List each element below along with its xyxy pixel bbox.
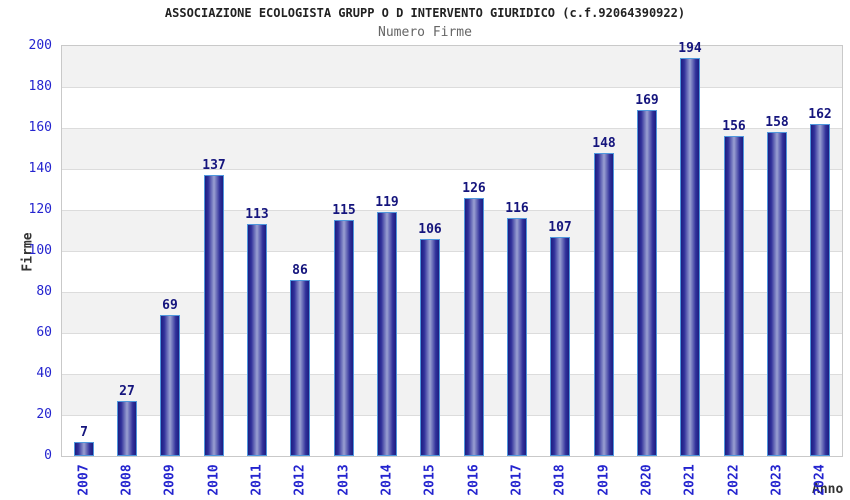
x-tick-label: 2022 — [726, 464, 742, 496]
bar-2017 — [507, 218, 527, 456]
bar-2013 — [334, 220, 354, 456]
bar-value-label: 115 — [332, 203, 356, 218]
gridline — [62, 374, 842, 375]
bar-2016 — [464, 198, 484, 456]
x-tick-label: 2009 — [162, 464, 178, 496]
y-tick-label: 140 — [28, 161, 52, 176]
bar-2023 — [767, 132, 787, 456]
plot-band — [62, 87, 842, 128]
y-tick-label: 20 — [36, 407, 52, 422]
x-axis-title: Anno — [812, 482, 844, 497]
plot-band — [62, 333, 842, 374]
y-tick-label: 120 — [28, 202, 52, 217]
gridline — [62, 292, 842, 293]
x-tick-label: 2023 — [769, 464, 785, 496]
bar-2020 — [637, 110, 657, 456]
y-tick-label: 40 — [36, 366, 52, 381]
gridline — [62, 87, 842, 88]
chart-title: ASSOCIAZIONE ECOLOGISTA GRUPP O D INTERV… — [164, 6, 686, 20]
x-tick-label: 2024 — [812, 464, 828, 496]
bar-2014 — [377, 212, 397, 456]
bar-value-label: 156 — [722, 119, 746, 134]
bar-value-label: 106 — [418, 222, 442, 237]
x-tick-label: 2013 — [336, 464, 352, 496]
bar-2009 — [160, 315, 180, 456]
x-tick-label: 2007 — [76, 464, 92, 496]
x-tick-label: 2008 — [119, 464, 135, 496]
bar-2012 — [290, 280, 310, 456]
gridline — [62, 128, 842, 129]
bar-2018 — [550, 237, 570, 456]
x-tick-label: 2015 — [422, 464, 438, 496]
bar-2011 — [247, 224, 267, 456]
bar-value-label: 116 — [505, 201, 529, 216]
bar-2024 — [810, 124, 830, 456]
bar-2021 — [680, 58, 700, 456]
bar-value-label: 126 — [462, 181, 486, 196]
x-tick-label: 2016 — [466, 464, 482, 496]
bar-value-label: 7 — [80, 425, 88, 440]
bar-value-label: 69 — [162, 298, 178, 313]
bar-value-label: 169 — [635, 93, 659, 108]
plot-band — [62, 292, 842, 333]
chart-subtitle: Numero Firme — [378, 25, 472, 40]
gridline — [62, 333, 842, 334]
plot-band — [62, 210, 842, 251]
x-tick-label: 2021 — [682, 464, 698, 496]
y-tick-label: 100 — [28, 243, 52, 258]
bar-value-label: 148 — [592, 136, 616, 151]
x-tick-label: 2020 — [639, 464, 655, 496]
bar-value-label: 86 — [292, 263, 308, 278]
bar-2015 — [420, 239, 440, 456]
x-tick-label: 2018 — [552, 464, 568, 496]
gridline — [62, 415, 842, 416]
bar-2022 — [724, 136, 744, 456]
bar-value-label: 107 — [548, 220, 572, 235]
bar-value-label: 162 — [808, 107, 832, 122]
plot-area — [61, 45, 843, 457]
x-tick-label: 2012 — [292, 464, 308, 496]
bar-value-label: 113 — [245, 207, 269, 222]
gridline — [62, 169, 842, 170]
y-tick-label: 60 — [36, 325, 52, 340]
x-tick-label: 2014 — [379, 464, 395, 496]
bar-value-label: 27 — [119, 384, 135, 399]
y-tick-label: 180 — [28, 79, 52, 94]
x-tick-label: 2010 — [206, 464, 222, 496]
bar-2007 — [74, 442, 94, 456]
y-tick-label: 80 — [36, 284, 52, 299]
plot-band — [62, 415, 842, 456]
plot-band — [62, 251, 842, 292]
x-tick-label: 2011 — [249, 464, 265, 496]
y-tick-label: 0 — [44, 448, 52, 463]
y-tick-label: 200 — [28, 38, 52, 53]
x-tick-label: 2017 — [509, 464, 525, 496]
plot-band — [62, 169, 842, 210]
gridline — [62, 210, 842, 211]
bar-value-label: 137 — [202, 158, 226, 173]
x-tick-label: 2019 — [596, 464, 612, 496]
bar-2019 — [594, 153, 614, 456]
plot-band — [62, 46, 842, 87]
bar-value-label: 119 — [375, 195, 399, 210]
bar-value-label: 194 — [678, 41, 702, 56]
plot-band — [62, 128, 842, 169]
bar-value-label: 158 — [765, 115, 789, 130]
gridline — [62, 251, 842, 252]
plot-band — [62, 374, 842, 415]
bar-2008 — [117, 401, 137, 456]
bar-2010 — [204, 175, 224, 456]
y-tick-label: 160 — [28, 120, 52, 135]
